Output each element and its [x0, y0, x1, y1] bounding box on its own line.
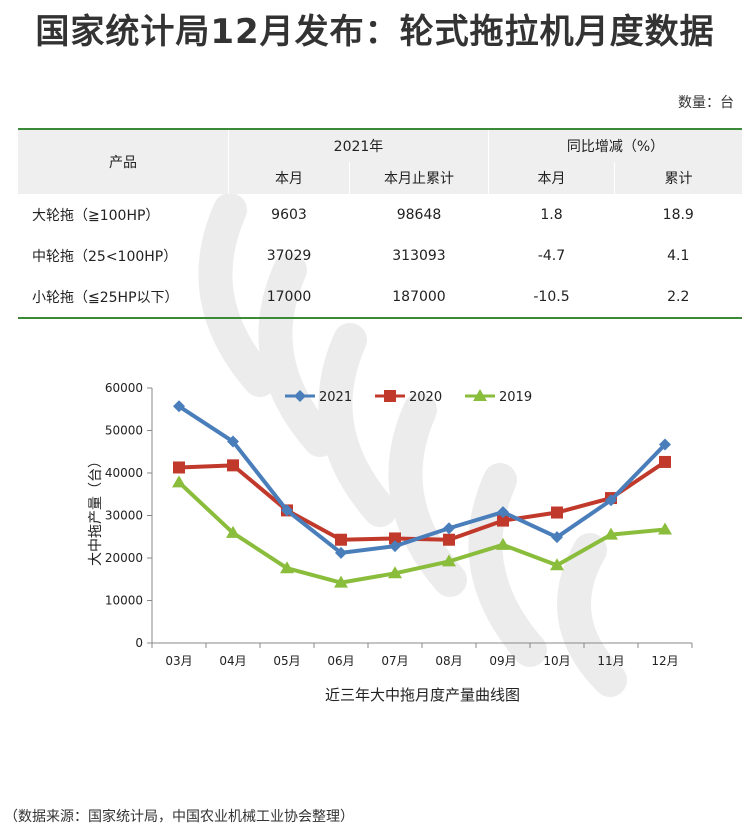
col-group-yoy: 同比增减（%）	[488, 129, 742, 162]
data-point-2020	[389, 532, 401, 545]
data-point-2019	[388, 566, 402, 579]
x-tick-label: 05月	[273, 654, 300, 668]
y-tick-label: 60000	[105, 381, 143, 395]
cell-yoy-month: 1.8	[540, 206, 563, 223]
data-point-2020	[227, 459, 239, 472]
data-point-2019	[334, 575, 348, 588]
data-point-2019	[442, 554, 456, 567]
cell-product: 中轮拖（25<100HP）	[32, 248, 178, 265]
page-title: 国家统计局12月发布：轮式拖拉机月度数据	[35, 12, 715, 52]
series-line-2019	[177, 480, 666, 585]
x-tick-label: 04月	[219, 654, 246, 668]
data-point-2019	[496, 537, 510, 550]
cell-product: 小轮拖（≦25HP以下）	[32, 289, 179, 306]
y-tick-label: 30000	[105, 509, 143, 523]
cell-cumulative: 187000	[392, 288, 446, 305]
x-axis-title: 近三年大中拖月度产量曲线图	[324, 686, 520, 704]
col-header-cumulative-month: 本月止累计	[349, 162, 489, 194]
data-point-2019	[172, 475, 186, 488]
legend-label: 2020	[409, 390, 442, 405]
data-point-2019	[280, 561, 294, 574]
data-point-2019	[604, 527, 618, 540]
x-tick-label: 06月	[327, 654, 354, 668]
cell-month: 37029	[266, 247, 312, 264]
y-tick-label: 0	[135, 636, 143, 650]
data-point-2020	[659, 455, 671, 468]
col-header-product: 产品	[18, 129, 229, 194]
data-point-2020	[497, 514, 509, 527]
chart-legend: 2021 2020 2019	[285, 389, 532, 405]
data-point-2019	[226, 525, 240, 538]
y-tick-label: 10000	[105, 594, 143, 608]
x-tick-label: 11月	[597, 654, 624, 668]
y-axis-title: 大中拖产量（台）	[88, 454, 104, 566]
col-header-month: 本月	[228, 162, 350, 194]
y-tick-label: 20000	[105, 551, 143, 565]
cell-yoy-month: -4.7	[537, 247, 566, 264]
data-point-2021	[443, 522, 455, 535]
table-row: 小轮拖（≦25HP以下） 17000 187000 -10.5 2.2	[18, 276, 742, 318]
chart-svg: 0 10000 20000 30000 40000 50000 60000 03月 04月 05月…	[88, 381, 693, 668]
data-point-2021	[659, 438, 671, 451]
data-point-2019	[550, 558, 564, 571]
data-point-2021	[605, 494, 617, 507]
data-point-2020	[443, 533, 455, 546]
legend-label: 2019	[499, 390, 532, 405]
cell-yoy-cumulative: 4.1	[667, 247, 690, 264]
cell-month: 9603	[271, 206, 307, 223]
cell-yoy-cumulative: 18.9	[662, 206, 694, 223]
x-tick-label: 03月	[165, 654, 192, 668]
cell-month: 17000	[266, 288, 312, 305]
data-source-note: （数据来源：国家统计局，中国农业机械工业协会整理）	[4, 809, 354, 825]
data-point-2021	[497, 506, 509, 519]
cell-yoy-cumulative: 2.2	[667, 288, 690, 305]
y-tick-label: 40000	[105, 466, 143, 480]
col-header-yoy-cumulative: 累计	[614, 162, 742, 194]
data-point-2021	[551, 531, 563, 544]
data-point-2021	[281, 504, 293, 517]
line-chart: 0 10000 20000 30000 40000 50000 60000 03月 04月 05月…	[0, 370, 750, 710]
legend-marker-2019	[473, 389, 487, 401]
production-table: 产品 2021年 同比增减（%） 本月 本月止累计 本月 累计 大轮拖（≧100…	[18, 128, 742, 319]
chart-series	[172, 400, 672, 588]
col-group-2021: 2021年	[228, 129, 489, 162]
x-tick-label: 12月	[651, 654, 678, 668]
x-tick-label: 08月	[435, 654, 462, 668]
y-tick-label: 50000	[105, 424, 143, 438]
legend-marker-2021	[294, 390, 306, 402]
table-row: 中轮拖（25<100HP） 37029 313093 -4.7 4.1	[18, 235, 742, 276]
data-point-2021	[173, 400, 185, 413]
data-point-2019	[658, 522, 672, 535]
cell-cumulative: 98648	[396, 206, 442, 223]
data-point-2021	[335, 546, 347, 559]
table-row: 大轮拖（≧100HP） 9603 98648 1.8 18.9	[18, 194, 742, 235]
cell-yoy-month: -10.5	[533, 288, 570, 305]
data-point-2020	[551, 506, 563, 519]
data-point-2021	[227, 435, 239, 448]
unit-label: 数量：台	[678, 95, 734, 111]
x-tick-label: 07月	[381, 654, 408, 668]
cell-product: 大轮拖（≧100HP）	[32, 207, 160, 224]
data-point-2020	[173, 461, 185, 474]
x-tick-label: 09月	[489, 654, 516, 668]
legend-label: 2021	[319, 390, 352, 405]
x-tick-label: 10月	[543, 654, 570, 668]
series-line-2021	[177, 404, 667, 555]
chart-axes: 0 10000 20000 30000 40000 50000 60000 03月 04月 05月…	[105, 381, 693, 668]
legend-marker-2020	[384, 390, 396, 402]
data-point-2021	[389, 540, 401, 553]
series-line-2020	[178, 460, 667, 542]
col-header-yoy-month: 本月	[488, 162, 615, 194]
cell-cumulative: 313093	[392, 247, 446, 264]
data-point-2020	[335, 533, 347, 546]
